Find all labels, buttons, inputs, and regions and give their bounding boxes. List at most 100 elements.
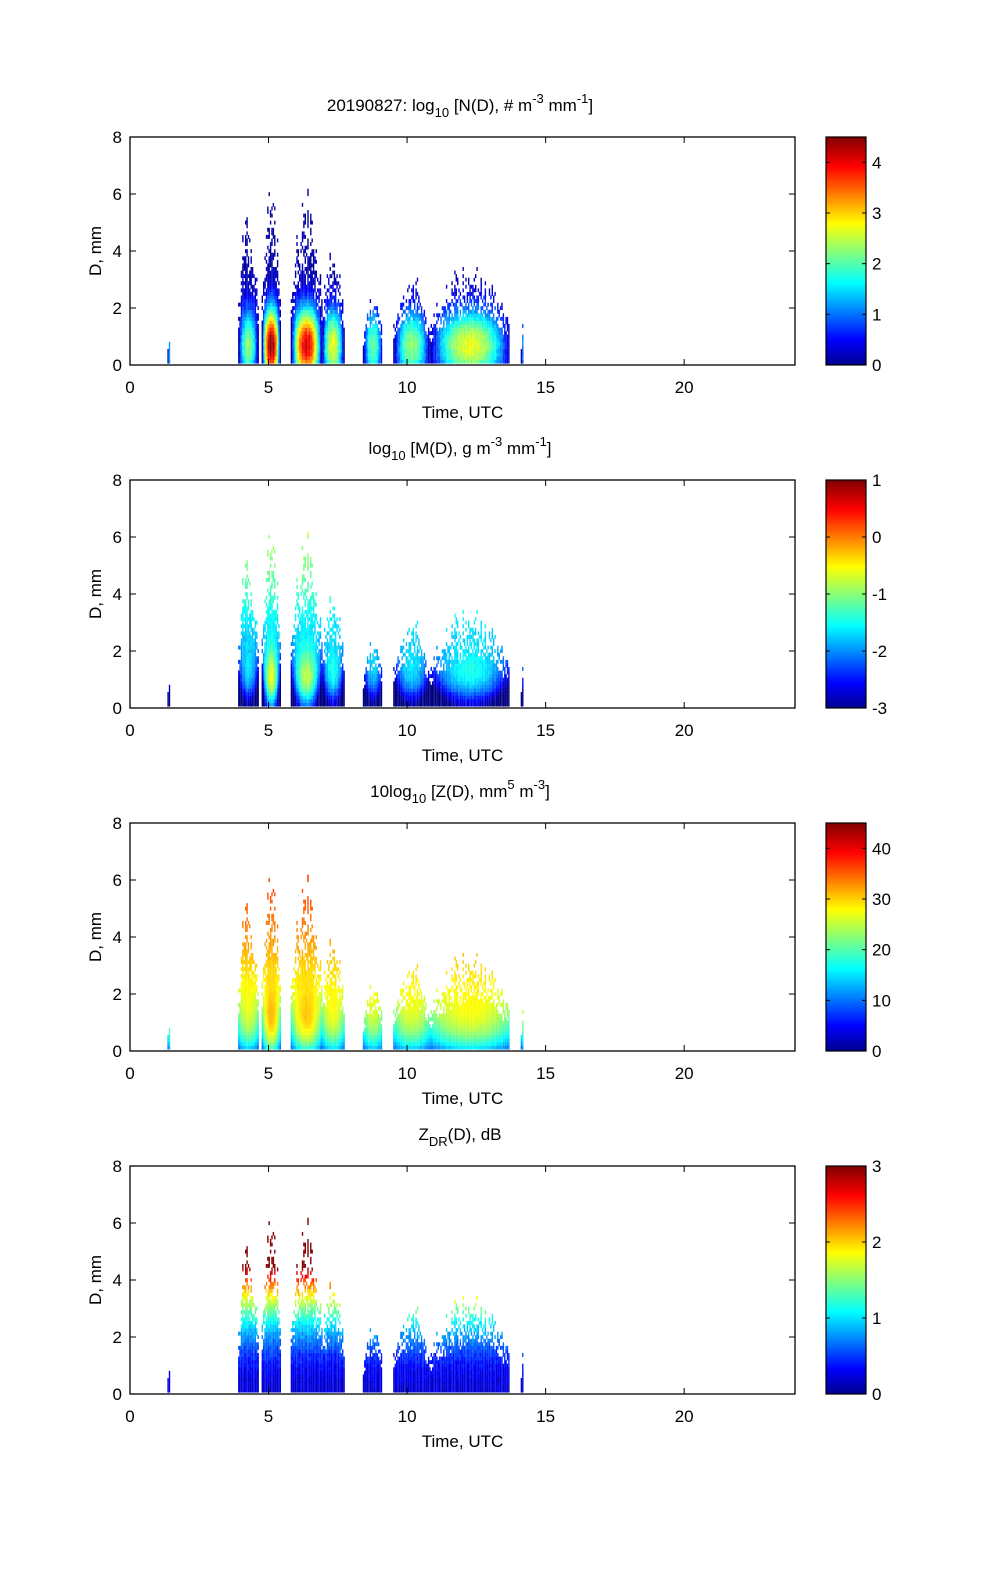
heatmap-cell bbox=[365, 334, 367, 339]
heatmap-cell bbox=[318, 652, 320, 657]
heatmap-cell bbox=[297, 692, 299, 696]
heatmap-cell bbox=[308, 284, 311, 289]
heatmap-cell bbox=[504, 359, 506, 364]
heatmap-cell bbox=[378, 674, 380, 679]
heatmap-cell bbox=[375, 338, 377, 343]
heatmap-cell bbox=[300, 281, 302, 286]
heatmap-cell bbox=[400, 327, 402, 332]
x-tick-label: 0 bbox=[125, 378, 134, 397]
heatmap-cell bbox=[254, 681, 257, 686]
heatmap-cell bbox=[487, 320, 489, 325]
heatmap-cell bbox=[321, 670, 323, 675]
heatmap-cell bbox=[297, 338, 299, 343]
heatmap-cell bbox=[415, 316, 417, 321]
heatmap-cell bbox=[305, 677, 308, 682]
heatmap-cell bbox=[272, 299, 275, 303]
heatmap-cell bbox=[307, 610, 309, 614]
heatmap-cell bbox=[297, 642, 299, 646]
heatmap-cell bbox=[466, 359, 469, 364]
heatmap-cell bbox=[337, 299, 340, 303]
heatmap-cell bbox=[275, 270, 277, 275]
heatmap-cell bbox=[240, 649, 243, 654]
heatmap-cell bbox=[324, 331, 326, 336]
heatmap-cell bbox=[267, 638, 269, 643]
heatmap-cell bbox=[324, 299, 326, 303]
heatmap-cell bbox=[243, 602, 245, 607]
heatmap-cell bbox=[279, 663, 281, 668]
heatmap-cell bbox=[301, 284, 304, 289]
heatmap-cell bbox=[450, 341, 452, 346]
heatmap-cell bbox=[371, 334, 373, 339]
heatmap-cell bbox=[319, 649, 322, 654]
heatmap-cell bbox=[375, 349, 377, 353]
heatmap-cell bbox=[325, 352, 327, 357]
heatmap-cell bbox=[475, 324, 477, 328]
heatmap-cell bbox=[239, 359, 241, 364]
heatmap-cell bbox=[247, 299, 250, 303]
heatmap-cell bbox=[301, 578, 304, 582]
heatmap-cell bbox=[274, 316, 276, 321]
heatmap-cell bbox=[335, 692, 337, 696]
heatmap-cell bbox=[409, 324, 412, 328]
heatmap-cell bbox=[254, 663, 257, 668]
heatmap-cell bbox=[505, 359, 507, 364]
heatmap-cell bbox=[245, 331, 247, 336]
heatmap-cell bbox=[246, 581, 248, 586]
heatmap-cell bbox=[339, 316, 341, 321]
heatmap-cell bbox=[445, 338, 448, 343]
heatmap-cell bbox=[502, 313, 505, 318]
heatmap-cell bbox=[312, 681, 315, 686]
heatmap-cell bbox=[455, 349, 457, 353]
heatmap-cell bbox=[297, 352, 299, 357]
heatmap-cell bbox=[437, 334, 439, 339]
heatmap-cell bbox=[366, 327, 369, 332]
heatmap-cell bbox=[335, 699, 337, 703]
heatmap-cell bbox=[264, 284, 266, 289]
heatmap-cell bbox=[300, 356, 302, 360]
heatmap-cell bbox=[412, 324, 414, 328]
heatmap-cell bbox=[412, 292, 414, 296]
heatmap-cell bbox=[265, 352, 268, 357]
heatmap-cell bbox=[307, 341, 309, 346]
heatmap-cell bbox=[254, 695, 257, 700]
heatmap-cell bbox=[372, 684, 374, 689]
heatmap-cell bbox=[418, 345, 420, 350]
heatmap-cell bbox=[278, 316, 280, 321]
heatmap-cell bbox=[256, 670, 258, 675]
heatmap-cell bbox=[322, 316, 324, 321]
heatmap-cell bbox=[250, 642, 252, 646]
heatmap-cell bbox=[401, 324, 403, 328]
heatmap-cell bbox=[480, 359, 482, 364]
heatmap-cell bbox=[444, 349, 446, 353]
heatmap-cell bbox=[253, 316, 255, 321]
heatmap-cell bbox=[299, 352, 301, 357]
heatmap-cell bbox=[290, 320, 293, 325]
heatmap-cell bbox=[483, 327, 485, 332]
heatmap-cell bbox=[242, 359, 244, 364]
heatmap-cell bbox=[242, 309, 244, 314]
heatmap-cell bbox=[301, 663, 304, 668]
heatmap-cell bbox=[329, 313, 331, 318]
heatmap-cell bbox=[322, 352, 324, 357]
heatmap-cell bbox=[508, 352, 510, 357]
heatmap-cell bbox=[304, 702, 306, 707]
heatmap-cell bbox=[253, 667, 255, 671]
heatmap-cell bbox=[299, 306, 301, 311]
heatmap-cell bbox=[481, 320, 484, 325]
heatmap-cell bbox=[448, 345, 450, 350]
heatmap-cell bbox=[459, 292, 462, 296]
heatmap-cell bbox=[296, 302, 298, 307]
heatmap-cell bbox=[457, 345, 459, 350]
heatmap-cell bbox=[319, 702, 322, 707]
heatmap-cell bbox=[326, 338, 329, 343]
heatmap-cell bbox=[278, 324, 280, 328]
heatmap-cell bbox=[246, 277, 248, 282]
heatmap-cell bbox=[250, 259, 252, 264]
heatmap-cell bbox=[326, 695, 329, 700]
heatmap-cell bbox=[294, 695, 297, 700]
heatmap-cell bbox=[247, 617, 250, 622]
heatmap-cell bbox=[408, 334, 410, 339]
heatmap-cell bbox=[445, 320, 448, 325]
heatmap-cell bbox=[292, 702, 294, 707]
heatmap-cell bbox=[330, 677, 333, 682]
